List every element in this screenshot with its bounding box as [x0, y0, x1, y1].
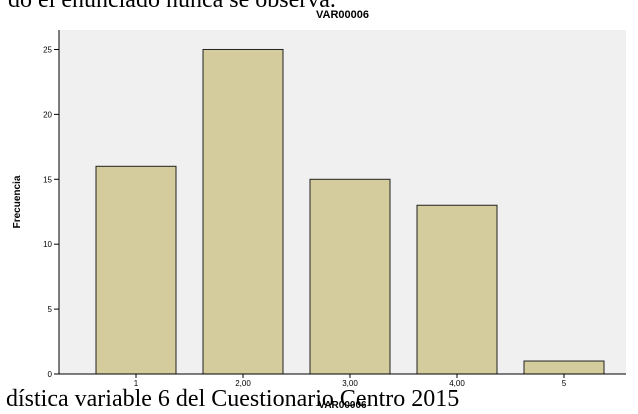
document-text-bottom: dística variable 6 del Cuestionario Cent…	[6, 386, 460, 412]
x-axis-title: VAR00006	[318, 400, 367, 411]
document-text-top: do el enunciado nunca se observa.	[8, 0, 336, 13]
y-tick-label: 15	[43, 175, 52, 184]
x-tick-label: 4,00	[449, 379, 465, 388]
y-tick-label: 20	[43, 110, 52, 119]
x-axis-ticks: 1 2,00 3,00 4,00 5	[134, 374, 567, 388]
y-axis-title: Frecuencia	[12, 175, 23, 228]
x-tick-label: 5	[562, 379, 567, 388]
y-tick-label: 10	[43, 240, 52, 249]
y-tick-label: 0	[48, 370, 53, 379]
y-tick-label: 25	[43, 45, 52, 54]
y-tick-label: 5	[48, 305, 53, 314]
bar	[309, 178, 391, 375]
bar	[416, 204, 498, 375]
x-tick-label: 2,00	[235, 379, 251, 388]
x-tick-label: 1	[134, 379, 139, 388]
bars	[95, 48, 605, 375]
bar	[523, 360, 605, 375]
bar	[202, 48, 284, 375]
bar	[95, 165, 177, 375]
x-tick-label: 3,00	[342, 379, 358, 388]
y-axis-ticks: 0 5 10 15 20 25	[43, 45, 59, 379]
chart-title: VAR00006	[316, 9, 369, 21]
